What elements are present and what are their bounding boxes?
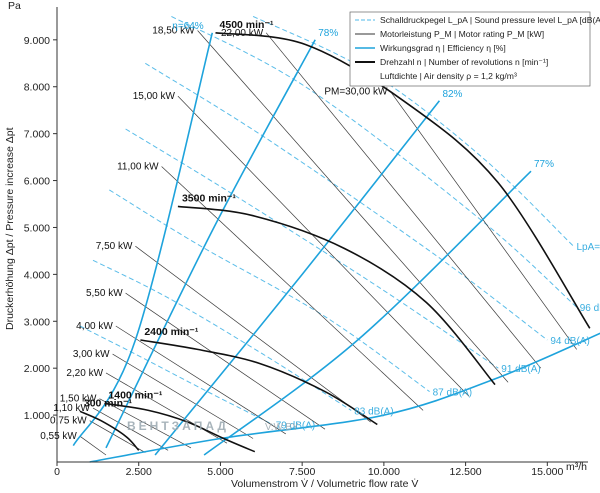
speed-label-4500-min: 4500 min⁻¹ <box>220 19 274 31</box>
x-tick-label: 12.500 <box>450 466 482 478</box>
power-curve-2-20-kw <box>105 372 228 444</box>
power-label-11-00-kw: 11,00 kW <box>117 161 159 172</box>
legend: Schalldruckpegel L_pA | Sound pressure l… <box>349 11 600 87</box>
efficiency-label-82: 82% <box>442 89 462 100</box>
power-curve-0-55-kw <box>79 435 107 456</box>
y-tick-label: 2.000 <box>24 363 50 375</box>
sound-curve-79-db-a <box>79 325 273 425</box>
sound-curve-96-db-a <box>171 15 578 308</box>
power-label-5-50-kw: 5,50 kW <box>86 288 123 299</box>
legend-entry: Wirkungsgrad η | Efficiency η [%] <box>380 43 506 53</box>
y-tick-label: 1.000 <box>24 410 50 422</box>
sound-label-87-db-a: 87 dB(A) <box>433 388 472 399</box>
power-curve-1-50-kw <box>99 398 192 449</box>
efficiency-label-78: 78% <box>318 28 338 39</box>
sound-label-94-db-a: 94 dB(A) <box>550 336 589 347</box>
y-tick-label: 3.000 <box>24 316 50 328</box>
y-tick-label: 7.000 <box>24 129 50 141</box>
speed-curve-1400-min <box>104 402 256 453</box>
watermark-url: V.W.BY <box>265 422 299 433</box>
power-label-7-50-kw: 7,50 kW <box>96 241 133 252</box>
power-label-3-00-kw: 3,00 kW <box>73 349 110 360</box>
speed-label-2400-min: 2400 min⁻¹ <box>144 326 198 338</box>
power-label-22-00-kw: 22,00 kW <box>221 28 264 39</box>
sound-label-79-db-a: 79 dB(A) <box>276 420 315 431</box>
sound-curve-87-db-a <box>109 189 430 393</box>
sound-curve-l-pa-98-db-a <box>252 15 574 247</box>
tick-marks <box>53 39 548 466</box>
power-curve-4-00-kw <box>115 325 286 435</box>
x-tick-label: 5.000 <box>207 466 233 478</box>
power-label-4-00-kw: 4,00 kW <box>76 321 113 332</box>
speed-curve-3500-min <box>177 205 496 386</box>
efficiency-curves <box>72 32 600 463</box>
power-curve-3-00-kw <box>112 353 254 439</box>
sound-curve-94-db-a <box>145 62 548 341</box>
efficiency-curve-82 <box>154 100 441 456</box>
y-tick-label: 5.000 <box>24 222 50 234</box>
power-curve-18-50-kw <box>197 30 509 383</box>
x-tick-label: 15.000 <box>531 466 563 478</box>
x-tick-label: 10.000 <box>368 466 400 478</box>
efficiency-label-64: η=64% <box>172 21 204 32</box>
x-tick-label: 2.500 <box>126 466 152 478</box>
power-label-pm-30-00-kw: PM=30,00 kW <box>324 86 388 97</box>
y-tick-label: 6.000 <box>24 176 50 188</box>
tick-labels: 0 2.500 5.000 7.500 10.000 12.500 15.000 1.000 2… <box>24 35 564 478</box>
power-curve-15-00-kw <box>177 95 470 397</box>
y-axis-title: Druckerhöhung Δpt / Pressure increase Δp… <box>4 127 16 330</box>
y-tick-label: 4.000 <box>24 269 50 281</box>
speed-label-3500-min: 3500 min⁻¹ <box>182 192 236 204</box>
sound-curve-91-db-a <box>125 128 499 369</box>
speed-label-300-min: 300 min⁻¹ <box>84 397 133 409</box>
efficiency-curve-78 <box>105 39 316 449</box>
power-label-18-50-kw: 18,50 kW <box>152 25 195 36</box>
sound-pressure-curves <box>79 15 578 425</box>
power-label-1-10-kw: 1,10 kW <box>53 403 90 414</box>
sound-label-96-db-a: 96 dB(A) <box>580 303 600 314</box>
y-unit-label: Pa <box>8 0 21 12</box>
curve-labels: 79 dB(A) 83 dB(A) 87 dB(A) 91 dB(A) 94 dB(A)… <box>40 19 600 442</box>
efficiency-curve-77 <box>203 170 532 456</box>
x-tick-label: 7.500 <box>289 466 315 478</box>
power-curve-11-00-kw <box>161 166 424 411</box>
motor-rating-curves <box>79 30 577 456</box>
x-unit-label: m³/h <box>566 461 587 473</box>
y-tick-label: 8.000 <box>24 82 50 94</box>
efficiency-label-77: 77% <box>534 159 554 170</box>
sound-label-l-pa-98-db-a: LpA=98 dB(A) <box>576 242 600 253</box>
x-tick-label: 0 <box>54 466 60 478</box>
legend-box <box>349 11 591 87</box>
speed-curve-2400-min <box>140 339 378 426</box>
axes <box>56 7 588 463</box>
speed-curve-4500-min <box>215 32 591 329</box>
legend-entry: Schalldruckpegel L_pA | Sound pressure l… <box>380 15 600 25</box>
efficiency-curve-64 <box>72 32 214 447</box>
power-curve-22-00-kw <box>265 32 542 369</box>
sound-label-83-db-a: 83 dB(A) <box>354 406 393 417</box>
efficiency-curve-58 <box>89 332 600 463</box>
power-label-2-20-kw: 2,20 kW <box>66 368 103 379</box>
power-label-0-55-kw: 0,55 kW <box>40 431 77 442</box>
watermark-brand: ВЕНТЗАПАД <box>127 419 229 433</box>
power-label-1-50-kw: 1,50 kW <box>60 394 97 405</box>
sound-label-91-db-a: 91 dB(A) <box>501 364 540 375</box>
y-tick-label: 9.000 <box>24 35 50 47</box>
power-curve-pm-30-00-kw <box>390 91 577 350</box>
speed-curve-300-min <box>79 410 140 451</box>
speed-curves <box>79 32 591 453</box>
power-curve-1-10-kw <box>92 407 169 451</box>
legend-entry: Motorleistung P_M | Motor rating P_M [kW… <box>380 29 544 39</box>
x-axis-title: Volumenstrom V̇ / Volumetric flow rate V… <box>231 477 418 490</box>
power-label-0-75-kw: 0,75 kW <box>50 416 87 427</box>
legend-entry: Drehzahl n | Number of revolutions n [mi… <box>380 57 548 67</box>
power-label-15-00-kw: 15,00 kW <box>133 91 176 102</box>
power-curve-5-50-kw <box>125 292 326 430</box>
legend-entry: Luftdichte | Air density ρ = 1,2 kg/m³ <box>380 71 517 81</box>
speed-label-1400-min: 1400 min⁻¹ <box>108 389 162 401</box>
